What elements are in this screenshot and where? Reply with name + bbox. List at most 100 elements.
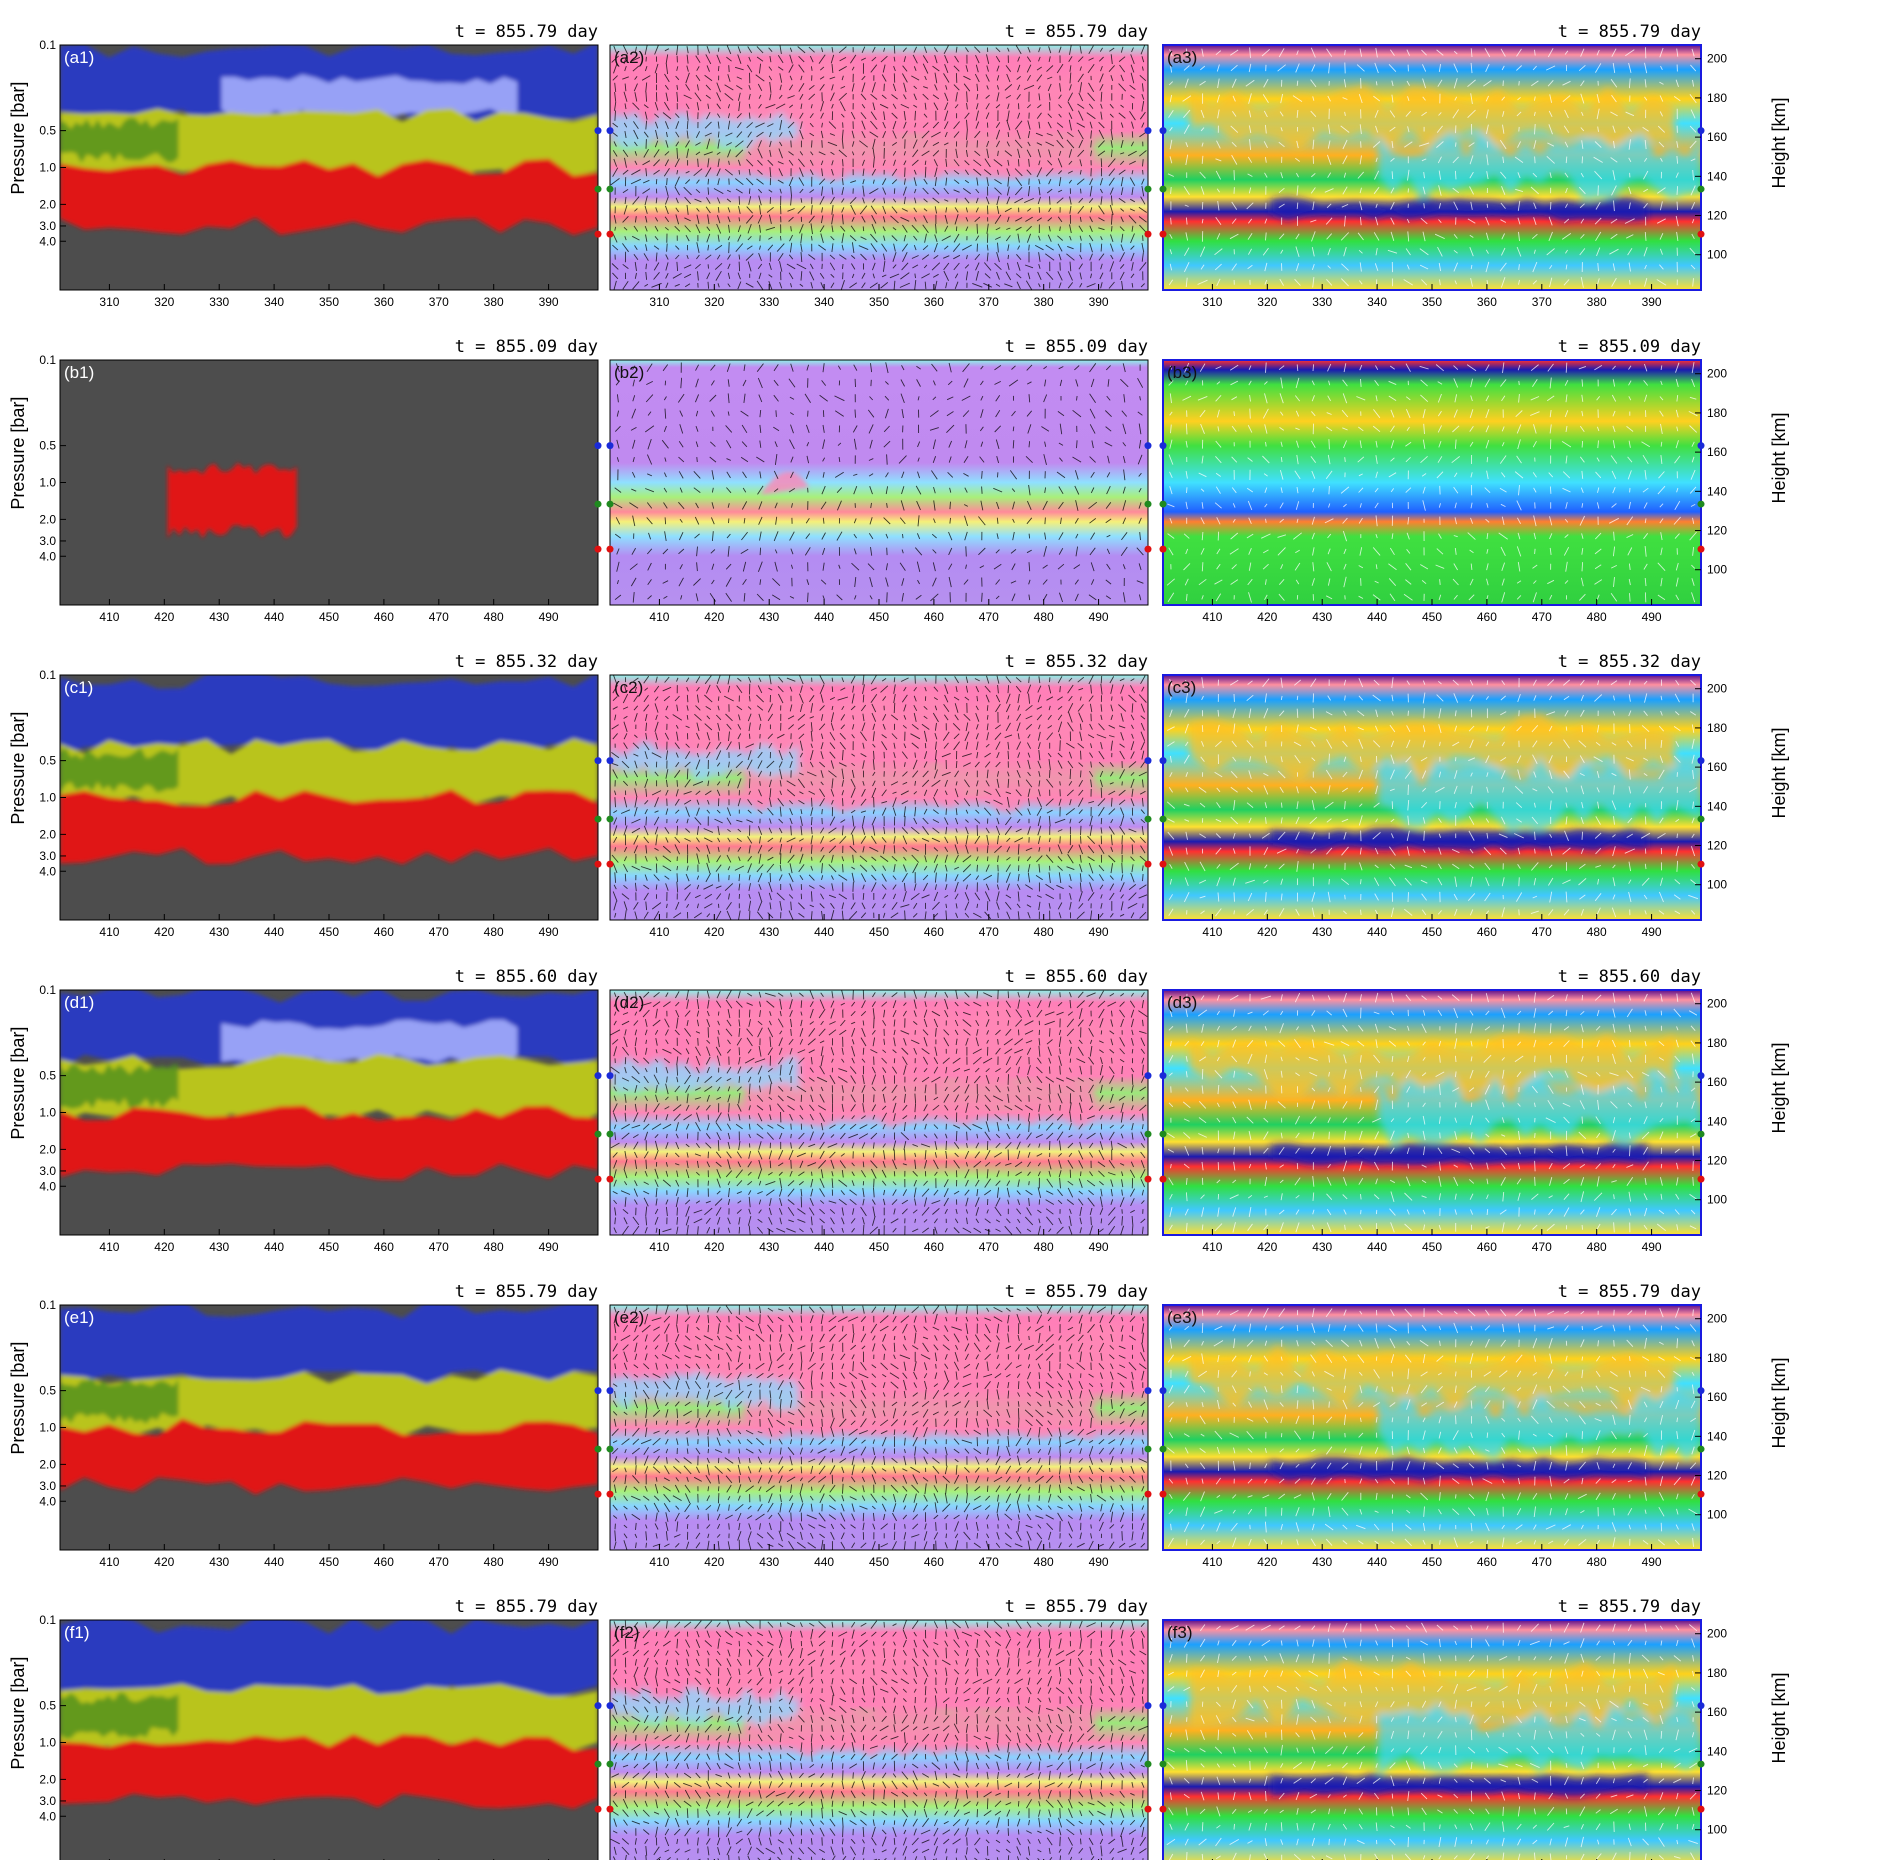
wind-vector-field bbox=[610, 990, 1148, 1235]
y-tick-label: 1.0 bbox=[39, 791, 56, 805]
x-tick-label: 480 bbox=[1034, 1240, 1054, 1254]
x-tick-label: 320 bbox=[1257, 295, 1277, 309]
field-high-region bbox=[744, 117, 1095, 182]
x-tick-label: 440 bbox=[264, 1240, 284, 1254]
level-marker bbox=[1697, 1130, 1705, 1138]
x-tick-label: 460 bbox=[1477, 925, 1497, 939]
field-high-region bbox=[1189, 1659, 1675, 1728]
middle-cloud-dark-region bbox=[60, 1692, 179, 1739]
x-tick-label: 460 bbox=[924, 925, 944, 939]
y-tick-label: 120 bbox=[1707, 209, 1727, 223]
panel-b3: t = 855.09 day (b3) 410 420 430 440 450 460 470 4… bbox=[1159, 337, 1789, 624]
x-tick-label: 490 bbox=[1089, 925, 1109, 939]
wind-vector-field bbox=[1166, 362, 1698, 603]
x-tick-label: 470 bbox=[979, 1240, 999, 1254]
y-tick-label: 1.0 bbox=[39, 1736, 56, 1750]
y-tick-label: 2.0 bbox=[39, 1457, 56, 1471]
y-axis-label-height: Height [km] bbox=[1769, 1357, 1789, 1448]
field-low-region bbox=[1270, 1142, 1648, 1166]
level-marker bbox=[606, 860, 614, 868]
y-tick-label: 0.5 bbox=[39, 124, 56, 138]
y-tick-label: 3.0 bbox=[39, 219, 56, 233]
panel-label: (d2) bbox=[614, 993, 644, 1012]
panel-d3: t = 855.60 day (d3) 410 420 430 440 450 460 470 4… bbox=[1159, 967, 1789, 1254]
field-low-region bbox=[1270, 1773, 1648, 1797]
x-tick-label: 410 bbox=[99, 925, 119, 939]
level-marker bbox=[606, 1175, 614, 1183]
x-tick-label: 470 bbox=[979, 1555, 999, 1569]
x-tick-label: 480 bbox=[1587, 1555, 1607, 1569]
level-marker bbox=[1159, 500, 1167, 508]
panel-e1: t = 855.79 day (e1) 410 420 430 440 450 460 470 4… bbox=[8, 1282, 602, 1569]
x-tick-label: 460 bbox=[924, 1555, 944, 1569]
panel-c3: t = 855.32 day (c3) 410 420 430 440 450 460 470 4… bbox=[1159, 652, 1789, 939]
level-marker bbox=[1697, 1702, 1705, 1710]
middle-cloud-region bbox=[60, 1369, 598, 1440]
y-tick-label: 2.0 bbox=[39, 1142, 56, 1156]
level-marker bbox=[1697, 127, 1705, 135]
level-marker bbox=[606, 1760, 614, 1768]
panel-time-title: t = 855.79 day bbox=[1558, 22, 1701, 42]
x-tick-label: 490 bbox=[1642, 610, 1662, 624]
x-tick-label: 440 bbox=[814, 925, 834, 939]
x-tick-label: 440 bbox=[814, 1555, 834, 1569]
level-marker bbox=[1144, 1805, 1152, 1813]
x-tick-label: 440 bbox=[1367, 610, 1387, 624]
field-high-region bbox=[1189, 85, 1675, 153]
field-low-region bbox=[610, 111, 799, 151]
y-tick-label: 0.5 bbox=[39, 1069, 56, 1083]
y-tick-label: 1.0 bbox=[39, 1421, 56, 1435]
level-marker bbox=[1159, 757, 1167, 765]
level-marker bbox=[1697, 1175, 1705, 1183]
upper-cloud-bright-region bbox=[221, 74, 518, 119]
middle-cloud-dark-region bbox=[60, 1063, 179, 1109]
panel-d1: t = 855.60 day (d1) 410 420 430 440 450 460 470 4… bbox=[8, 967, 602, 1254]
x-tick-label: 420 bbox=[704, 610, 724, 624]
level-marker bbox=[594, 230, 602, 238]
y-tick-label: 180 bbox=[1707, 1666, 1727, 1680]
x-tick-label: 460 bbox=[1477, 1555, 1497, 1569]
x-tick-label: 440 bbox=[264, 925, 284, 939]
x-tick-label: 470 bbox=[979, 925, 999, 939]
panel-a2: t = 855.79 day (a2) 310 320 330 340 350 360 370 3… bbox=[606, 22, 1152, 309]
wind-vector-field bbox=[1167, 992, 1698, 1233]
panel-time-title: t = 855.09 day bbox=[455, 337, 598, 357]
x-tick-label: 330 bbox=[1312, 295, 1332, 309]
level-marker bbox=[1144, 1130, 1152, 1138]
y-tick-label: 0.1 bbox=[39, 1613, 56, 1627]
x-tick-label: 420 bbox=[154, 1555, 174, 1569]
y-tick-label: 1.0 bbox=[39, 161, 56, 175]
field-panel-background bbox=[610, 360, 1148, 605]
y-tick-label: 0.5 bbox=[39, 439, 56, 453]
x-tick-label: 420 bbox=[704, 1240, 724, 1254]
x-tick-label: 470 bbox=[429, 1555, 449, 1569]
x-tick-label: 340 bbox=[1367, 295, 1387, 309]
field-high-region bbox=[1189, 1033, 1675, 1098]
field-high-region bbox=[690, 1318, 1122, 1394]
y-tick-label: 0.1 bbox=[39, 668, 56, 682]
x-tick-label: 480 bbox=[1034, 925, 1054, 939]
level-marker bbox=[1697, 1387, 1705, 1395]
level-marker bbox=[1697, 757, 1705, 765]
middle-cloud-dark-region bbox=[60, 747, 179, 793]
x-tick-label: 410 bbox=[99, 610, 119, 624]
x-tick-label: 470 bbox=[429, 925, 449, 939]
level-marker bbox=[606, 442, 614, 450]
field-low-region bbox=[610, 1685, 799, 1726]
x-tick-label: 420 bbox=[1257, 1555, 1277, 1569]
x-tick-label: 440 bbox=[814, 610, 834, 624]
level-marker bbox=[1697, 815, 1705, 823]
level-marker bbox=[606, 127, 614, 135]
level-marker bbox=[1159, 185, 1167, 193]
level-marker bbox=[1697, 1072, 1705, 1080]
panel-frame bbox=[609, 1619, 1149, 1860]
level-marker bbox=[606, 230, 614, 238]
field-low-region bbox=[1378, 1388, 1701, 1462]
x-tick-label: 340 bbox=[814, 295, 834, 309]
x-tick-label: 380 bbox=[1034, 295, 1054, 309]
y-tick-label: 200 bbox=[1707, 1627, 1727, 1641]
x-tick-label: 450 bbox=[869, 1240, 889, 1254]
x-tick-label: 360 bbox=[924, 295, 944, 309]
x-tick-label: 420 bbox=[1257, 610, 1277, 624]
panel-time-title: t = 855.60 day bbox=[1005, 967, 1148, 987]
